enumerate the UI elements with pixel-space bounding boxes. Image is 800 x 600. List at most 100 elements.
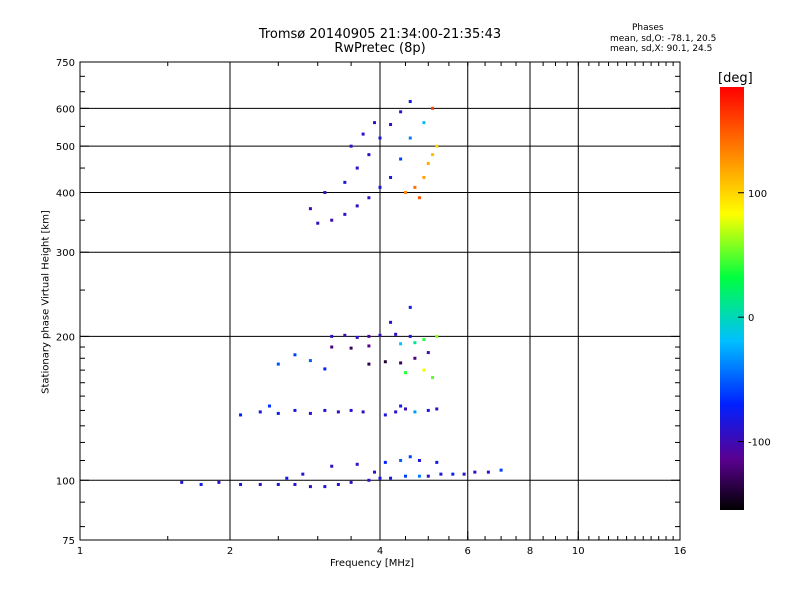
data-point bbox=[378, 136, 382, 140]
y-tick-label: 300 bbox=[56, 248, 75, 259]
colorbar-ticks: 100 0 -100 bbox=[738, 189, 771, 449]
data-point bbox=[361, 410, 365, 414]
data-point bbox=[408, 305, 412, 309]
x-tick-label: 2 bbox=[227, 546, 233, 557]
data-point bbox=[408, 334, 412, 338]
x-tick-label: 6 bbox=[465, 546, 471, 557]
y-tick-label: 400 bbox=[56, 188, 75, 199]
data-point bbox=[258, 410, 262, 414]
data-point bbox=[323, 408, 327, 412]
data-point bbox=[330, 334, 334, 338]
data-point bbox=[343, 212, 347, 216]
x-tick-label: 8 bbox=[527, 546, 533, 557]
data-point bbox=[408, 100, 412, 104]
data-point bbox=[499, 468, 503, 472]
data-point bbox=[431, 376, 435, 380]
data-point bbox=[389, 476, 393, 480]
data-point bbox=[451, 472, 455, 476]
data-point bbox=[422, 368, 426, 372]
data-point bbox=[431, 153, 435, 157]
data-point bbox=[285, 476, 289, 480]
data-point bbox=[399, 361, 403, 365]
data-point bbox=[336, 410, 340, 414]
data-point bbox=[217, 480, 221, 484]
y-tick-label: 750 bbox=[56, 58, 75, 69]
data-point bbox=[239, 482, 243, 486]
y-tick-label: 100 bbox=[56, 476, 75, 487]
data-point bbox=[383, 460, 387, 464]
data-point bbox=[308, 411, 312, 415]
data-point bbox=[417, 196, 421, 200]
data-point bbox=[413, 410, 417, 414]
data-point bbox=[378, 333, 382, 337]
data-point bbox=[378, 476, 382, 480]
y-tick-label: 75 bbox=[62, 536, 75, 547]
data-point bbox=[323, 367, 327, 371]
data-point bbox=[367, 344, 371, 348]
data-point bbox=[330, 218, 334, 222]
chart-title: Tromsø 20140905 21:34:00-21:35:43 bbox=[258, 27, 502, 42]
data-point bbox=[276, 482, 280, 486]
data-point bbox=[462, 472, 466, 476]
data-point bbox=[403, 407, 407, 411]
data-point bbox=[399, 458, 403, 462]
data-point bbox=[413, 356, 417, 360]
data-point bbox=[435, 144, 439, 148]
data-point bbox=[323, 190, 327, 194]
phases-title: Phases bbox=[632, 23, 664, 33]
data-point bbox=[239, 413, 243, 417]
data-point bbox=[439, 472, 443, 476]
data-point bbox=[330, 345, 334, 349]
data-point bbox=[267, 404, 271, 408]
y-tick-label: 500 bbox=[56, 142, 75, 153]
data-point bbox=[426, 161, 430, 165]
data-point bbox=[383, 360, 387, 364]
data-point bbox=[316, 221, 320, 225]
data-point bbox=[399, 157, 403, 161]
plot-frame bbox=[79, 61, 681, 541]
data-point bbox=[422, 121, 426, 125]
data-point bbox=[422, 338, 426, 342]
data-point bbox=[349, 346, 353, 350]
data-point bbox=[323, 485, 327, 489]
data-point bbox=[383, 413, 387, 417]
data-point bbox=[349, 408, 353, 412]
data-point bbox=[180, 480, 184, 484]
data-point bbox=[199, 482, 203, 486]
data-point bbox=[330, 464, 334, 468]
data-point bbox=[308, 485, 312, 489]
data-point bbox=[431, 106, 435, 110]
data-point bbox=[413, 185, 417, 189]
data-point bbox=[355, 462, 359, 466]
chart-subtitle: RwPretec (8p) bbox=[334, 41, 426, 56]
data-point bbox=[473, 470, 477, 474]
data-point bbox=[355, 166, 359, 170]
data-point bbox=[403, 371, 407, 375]
data-point bbox=[413, 341, 417, 345]
data-point bbox=[355, 335, 359, 339]
gridlines bbox=[80, 62, 680, 540]
data-point bbox=[435, 460, 439, 464]
x-tick-label: 1 bbox=[77, 546, 83, 557]
colorbar-tick-label: 100 bbox=[748, 189, 767, 200]
data-point bbox=[308, 359, 312, 363]
data-point bbox=[417, 474, 421, 478]
data-point bbox=[367, 362, 371, 366]
colorbar bbox=[720, 87, 744, 510]
data-point bbox=[293, 353, 297, 357]
data-point bbox=[426, 408, 430, 412]
data-point bbox=[367, 478, 371, 482]
data-point bbox=[399, 110, 403, 114]
data-point bbox=[373, 121, 377, 125]
data-point bbox=[408, 136, 412, 140]
data-point bbox=[435, 407, 439, 411]
data-point bbox=[399, 404, 403, 408]
data-point bbox=[417, 458, 421, 462]
data-point bbox=[308, 207, 312, 211]
data-point bbox=[355, 204, 359, 208]
data-point bbox=[426, 474, 430, 478]
data-point bbox=[408, 455, 412, 459]
x-tick-label: 10 bbox=[572, 546, 585, 557]
phases-x-stats: mean, sd,X: 90.1, 24.5 bbox=[610, 44, 713, 54]
data-point bbox=[258, 482, 262, 486]
